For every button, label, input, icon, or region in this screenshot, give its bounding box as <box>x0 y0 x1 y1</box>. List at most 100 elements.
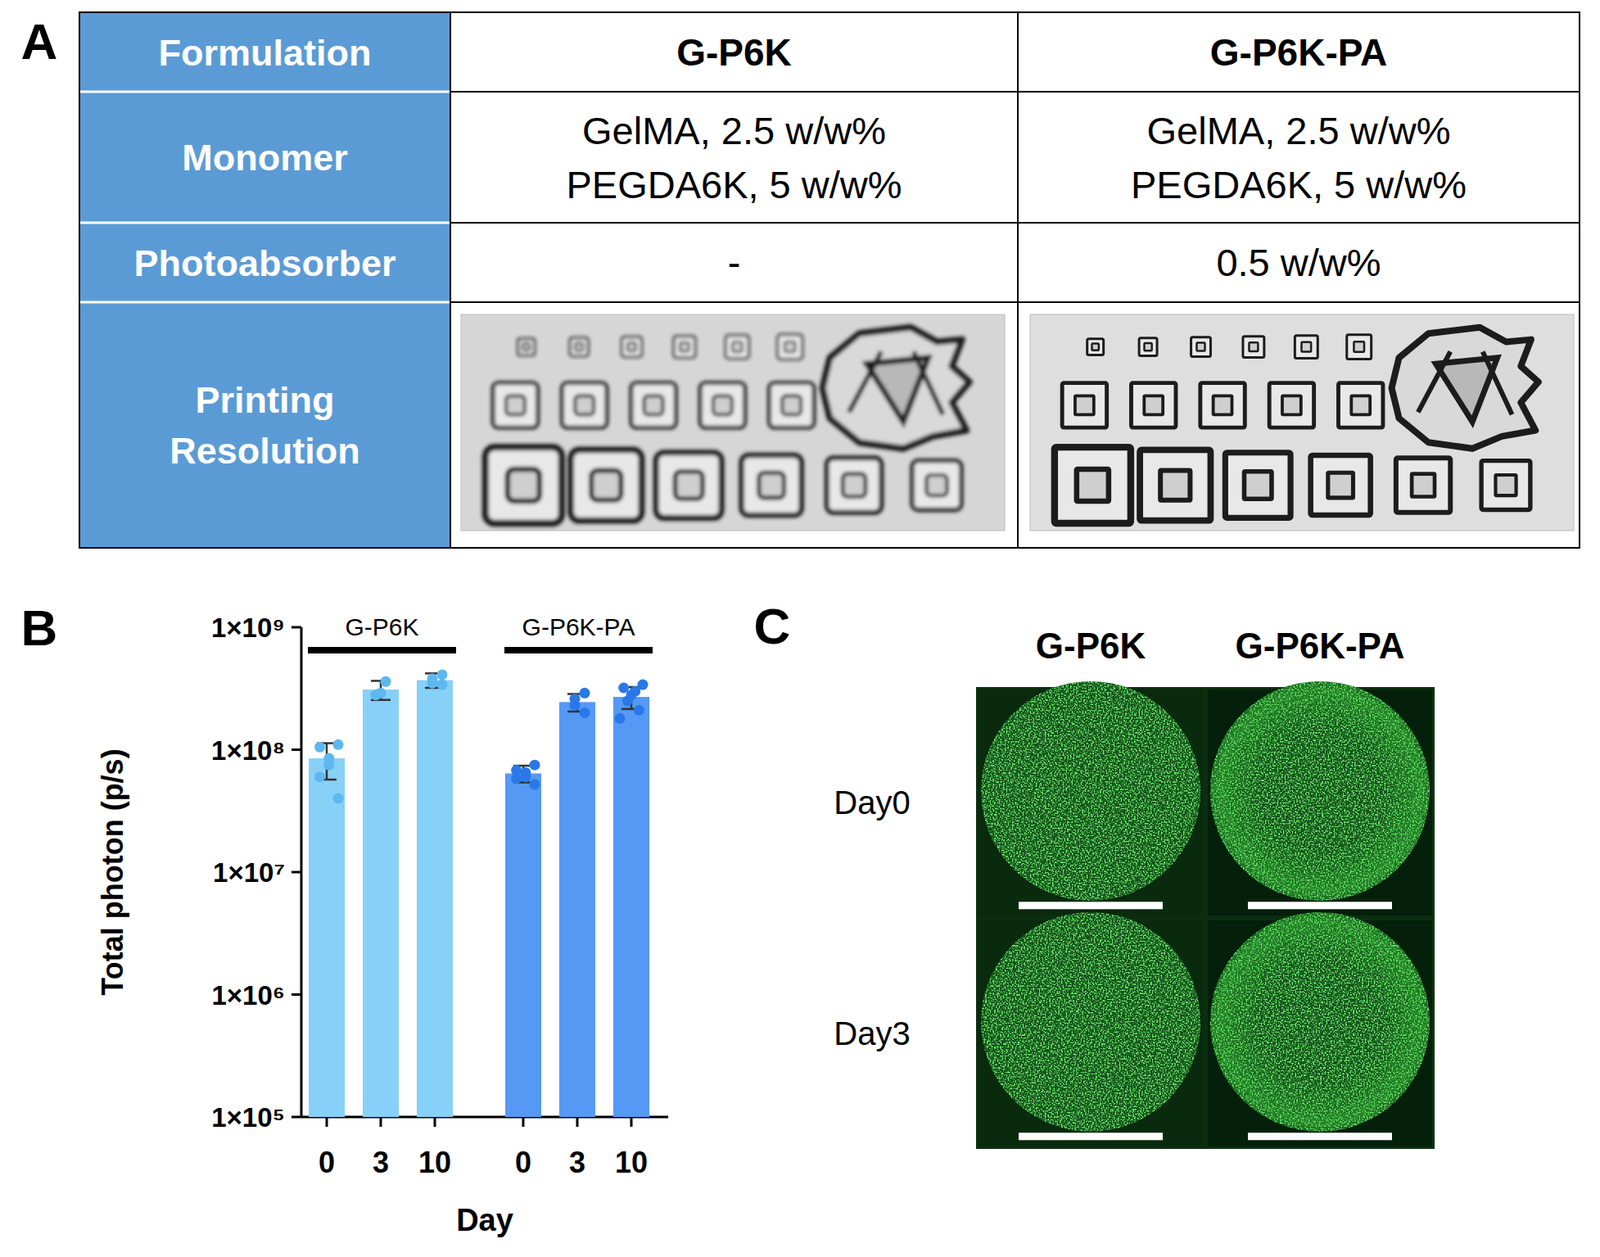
data-point <box>370 689 382 701</box>
x-tick-label: 3 <box>372 1145 389 1180</box>
gel-disk <box>980 912 1201 1132</box>
micrograph <box>1207 912 1433 1147</box>
well-outer <box>1054 447 1131 524</box>
data-point <box>314 741 326 753</box>
group-line <box>504 646 653 654</box>
well-outer <box>570 449 642 520</box>
logo-stroke <box>849 351 944 415</box>
group-label: G-P6K <box>344 613 419 641</box>
logo-stroke <box>1418 351 1513 415</box>
micrograph <box>978 681 1203 916</box>
well-inner <box>759 472 785 498</box>
cell-text: GelMA, 2.5 w/w% <box>582 108 886 153</box>
group-line <box>307 646 457 654</box>
cell-text: - <box>727 240 742 285</box>
data-point <box>333 739 344 751</box>
col-divider <box>1016 12 1019 548</box>
photo-content <box>1054 327 1539 524</box>
bar <box>613 696 650 1117</box>
well-outer <box>1224 452 1291 519</box>
logo <box>1392 327 1539 449</box>
logo <box>822 327 970 449</box>
plot <box>308 668 650 1117</box>
x-tick <box>630 1116 633 1127</box>
well-outer <box>1131 383 1176 428</box>
well-outer <box>1396 457 1451 512</box>
row-divider <box>450 90 1580 93</box>
well-inner <box>1243 471 1271 499</box>
cell-text: G-P6K-PA <box>1210 31 1388 74</box>
data-point <box>622 696 633 707</box>
data-point <box>380 676 392 688</box>
x-tick-label: 3 <box>569 1145 586 1180</box>
well-inner <box>1196 343 1205 352</box>
bar <box>559 701 596 1117</box>
column-header: G-P6K-PA <box>1235 625 1406 666</box>
cell-speckle <box>980 912 1201 1132</box>
row-divider <box>79 301 451 304</box>
column-header: G-P6K <box>1035 625 1147 666</box>
edge-glow <box>1210 912 1430 1132</box>
bar <box>362 689 399 1117</box>
gel-disk <box>1210 681 1430 901</box>
well-inner <box>781 395 801 415</box>
gel-disk <box>1210 912 1430 1132</box>
well-outer <box>827 457 882 512</box>
y-tick-label: 1×10⁷ <box>212 857 285 888</box>
well-inner <box>506 395 525 415</box>
data-point <box>437 668 448 680</box>
data-point <box>579 687 591 699</box>
row-label: Day3 <box>833 1015 910 1052</box>
x-tick-label: 0 <box>515 1145 532 1180</box>
well-inner <box>1495 474 1516 496</box>
data-point <box>633 705 645 716</box>
y-tick-label: 1×10⁶ <box>211 980 285 1011</box>
well-outer <box>1310 455 1371 516</box>
axes: 1×10⁵1×10⁶1×10⁷1×10⁸1×10⁹Total photon (p… <box>95 612 669 1238</box>
well-outer <box>912 461 962 511</box>
well-inner <box>1248 342 1258 352</box>
photo-bg <box>461 314 1005 531</box>
y-axis <box>300 627 303 1117</box>
well-outer <box>562 383 607 428</box>
scale-bar <box>1247 1132 1393 1140</box>
well-outer <box>1481 461 1531 511</box>
row-header: Resolution <box>169 429 361 472</box>
x-tick-label: 10 <box>614 1145 648 1180</box>
well-inner <box>1353 341 1365 353</box>
well-outer <box>1294 335 1318 359</box>
well-outer <box>1191 337 1212 358</box>
data-point <box>427 677 439 689</box>
well-inner <box>1143 395 1163 415</box>
well-outer <box>631 383 676 428</box>
cell-text: GelMA, 2.5 w/w% <box>1147 108 1451 153</box>
micrograph <box>978 912 1203 1147</box>
bar <box>416 680 453 1117</box>
y-axis-title: Total photon (p/s) <box>95 748 130 995</box>
well-inner <box>784 341 796 353</box>
row-header: Monomer <box>181 136 349 179</box>
x-tick-label: 10 <box>418 1145 452 1180</box>
photo-content <box>485 327 970 524</box>
y-tick <box>291 993 302 996</box>
well-outer <box>492 383 538 428</box>
well-inner <box>1301 342 1311 353</box>
well-inner <box>627 343 636 352</box>
data-point <box>323 759 335 771</box>
x-tick <box>379 1116 383 1127</box>
well-inner <box>679 342 689 352</box>
well-inner <box>1143 343 1152 351</box>
group-label: G-P6K-PA <box>522 613 636 641</box>
well-inner <box>1328 472 1354 498</box>
cell-text: PEGDA6K, 5 w/w% <box>565 162 902 207</box>
data-point <box>437 679 448 691</box>
well-inner <box>1351 395 1370 415</box>
row-header: Formulation <box>158 31 372 74</box>
y-tick <box>291 748 302 751</box>
table-border <box>79 12 1580 548</box>
y-tick <box>291 1116 302 1119</box>
well-outer <box>485 447 562 524</box>
well-inner <box>732 342 742 353</box>
well-outer <box>777 334 803 360</box>
row-divider <box>450 301 1580 303</box>
